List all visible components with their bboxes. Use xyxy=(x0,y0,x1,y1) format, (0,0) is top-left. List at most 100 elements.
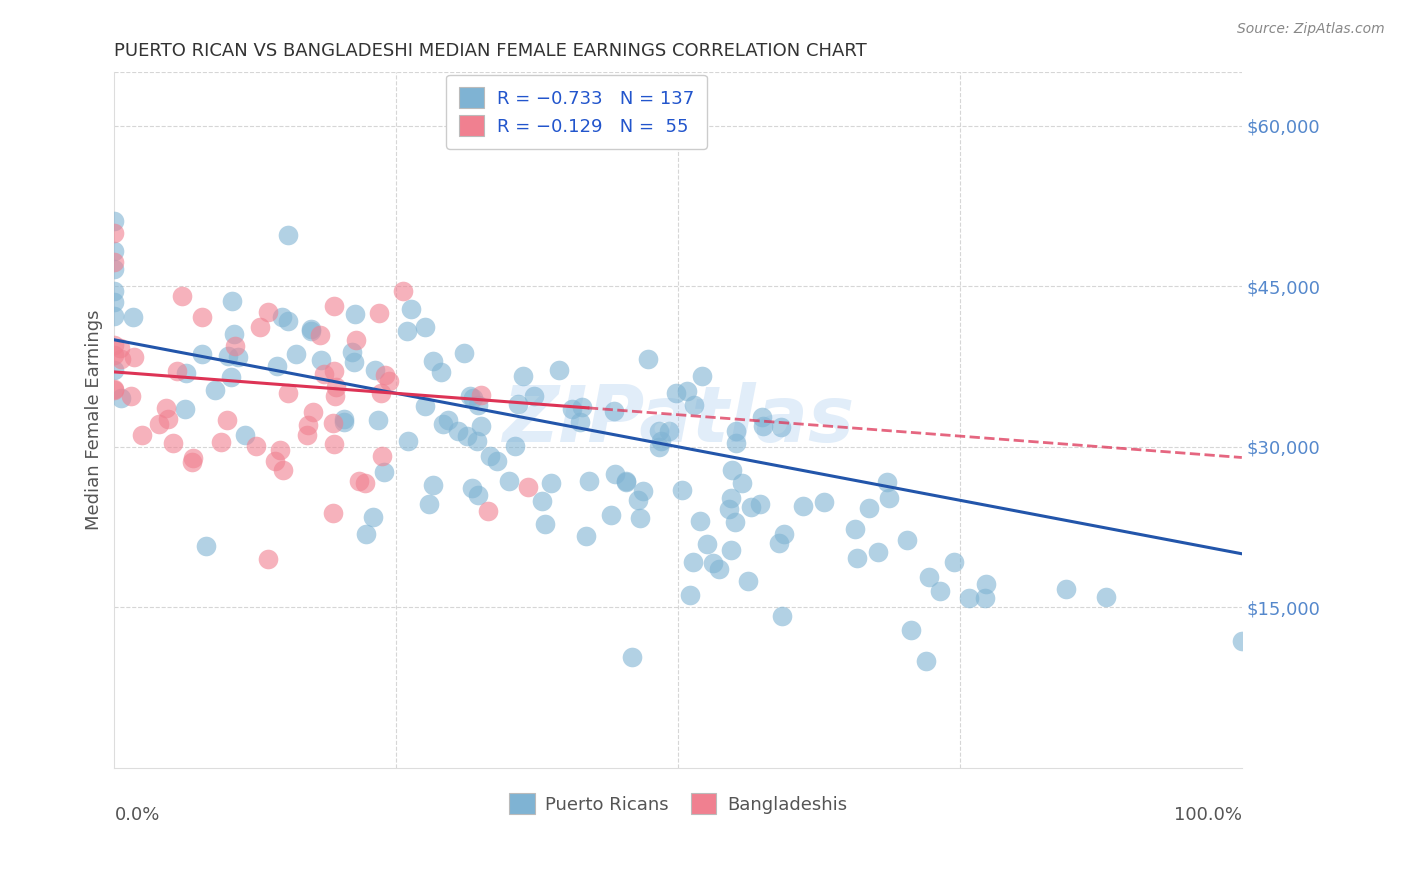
Point xyxy=(110,391,132,405)
Point xyxy=(650,434,672,449)
Point xyxy=(378,374,401,388)
Point xyxy=(299,324,322,338)
Point xyxy=(689,514,711,528)
Point xyxy=(224,339,246,353)
Point xyxy=(740,500,762,515)
Point xyxy=(720,542,742,557)
Point xyxy=(470,388,492,402)
Point xyxy=(333,415,356,429)
Point xyxy=(155,401,177,415)
Point xyxy=(217,413,239,427)
Point xyxy=(277,386,299,401)
Point xyxy=(692,368,714,383)
Point xyxy=(103,262,125,277)
Point xyxy=(103,309,125,323)
Point xyxy=(725,424,748,438)
Point xyxy=(813,495,835,509)
Point xyxy=(194,539,217,553)
Point xyxy=(190,310,212,324)
Point xyxy=(322,506,344,520)
Point xyxy=(770,420,793,434)
Point xyxy=(233,427,256,442)
Point xyxy=(323,299,346,313)
Text: 100.0%: 100.0% xyxy=(1174,806,1241,824)
Point xyxy=(505,439,527,453)
Text: Source: ZipAtlas.com: Source: ZipAtlas.com xyxy=(1237,22,1385,37)
Text: ZIPatlas: ZIPatlas xyxy=(502,382,855,458)
Point xyxy=(269,443,291,458)
Point xyxy=(122,310,145,324)
Point xyxy=(322,436,344,450)
Point xyxy=(614,475,637,489)
Point xyxy=(679,588,702,602)
Point xyxy=(264,454,287,468)
Text: PUERTO RICAN VS BANGLADESHI MEDIAN FEMALE EARNINGS CORRELATION CHART: PUERTO RICAN VS BANGLADESHI MEDIAN FEMAL… xyxy=(114,42,868,60)
Point xyxy=(302,405,325,419)
Point xyxy=(720,491,742,505)
Point xyxy=(103,254,125,268)
Point xyxy=(683,398,706,412)
Point xyxy=(844,522,866,536)
Point xyxy=(731,475,754,490)
Point xyxy=(702,557,724,571)
Point xyxy=(621,650,644,665)
Point xyxy=(370,450,392,464)
Point xyxy=(226,350,249,364)
Point xyxy=(103,294,125,309)
Point xyxy=(344,307,367,321)
Point xyxy=(176,366,198,380)
Point xyxy=(737,574,759,588)
Point xyxy=(349,475,371,489)
Point xyxy=(110,351,132,366)
Point xyxy=(323,389,346,403)
Point xyxy=(422,353,444,368)
Point xyxy=(682,555,704,569)
Point xyxy=(485,453,508,467)
Point xyxy=(340,344,363,359)
Point xyxy=(879,491,901,505)
Point xyxy=(166,364,188,378)
Point xyxy=(120,389,142,403)
Point xyxy=(217,349,239,363)
Point xyxy=(1095,591,1118,605)
Point xyxy=(172,289,194,303)
Point xyxy=(180,455,202,469)
Point xyxy=(603,403,626,417)
Point xyxy=(517,480,540,494)
Point xyxy=(915,654,938,668)
Legend: Puerto Ricans, Bangladeshis: Puerto Ricans, Bangladeshis xyxy=(502,786,855,822)
Point xyxy=(103,226,125,240)
Point xyxy=(103,285,125,299)
Point xyxy=(648,424,671,438)
Point xyxy=(671,483,693,498)
Point xyxy=(717,502,740,516)
Point xyxy=(534,517,557,532)
Point xyxy=(456,428,478,442)
Point xyxy=(422,478,444,492)
Point xyxy=(418,497,440,511)
Point xyxy=(1054,582,1077,596)
Point xyxy=(447,424,470,438)
Point xyxy=(266,359,288,373)
Point xyxy=(344,333,367,347)
Point xyxy=(367,413,389,427)
Point xyxy=(900,624,922,638)
Point xyxy=(299,322,322,336)
Point xyxy=(658,425,681,439)
Point xyxy=(373,465,395,479)
Point xyxy=(173,401,195,416)
Point xyxy=(363,363,385,377)
Point xyxy=(103,348,125,362)
Point xyxy=(637,351,659,366)
Point xyxy=(332,411,354,425)
Point xyxy=(479,450,502,464)
Point xyxy=(437,413,460,427)
Point xyxy=(477,504,499,518)
Point xyxy=(628,511,651,525)
Point xyxy=(614,474,637,488)
Point xyxy=(858,501,880,516)
Point xyxy=(204,383,226,397)
Point xyxy=(103,383,125,397)
Point xyxy=(277,313,299,327)
Point xyxy=(547,362,569,376)
